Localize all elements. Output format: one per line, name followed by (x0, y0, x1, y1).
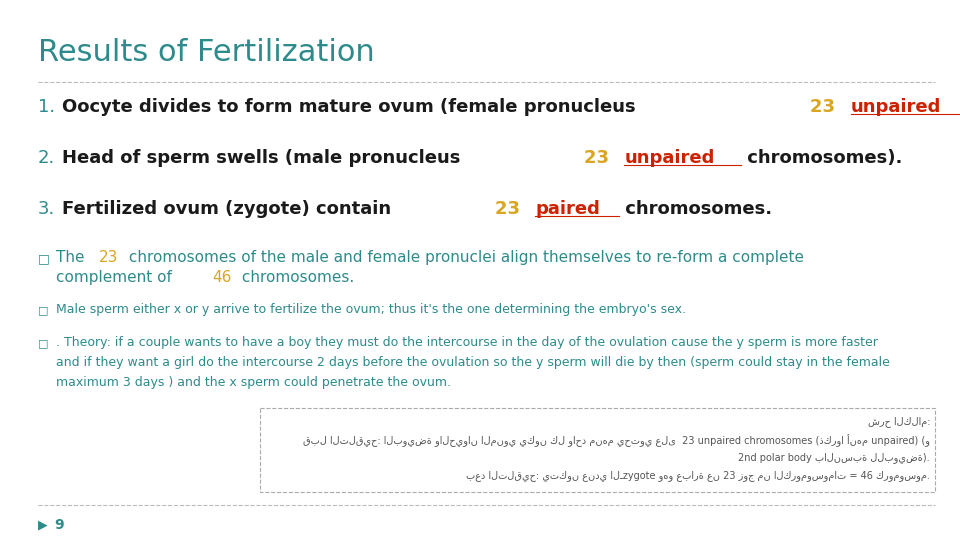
Text: and if they want a girl do the intercourse 2 days before the ovulation so the y : and if they want a girl do the intercour… (56, 356, 890, 369)
Text: chromosomes.: chromosomes. (619, 200, 772, 218)
Text: chromosomes).: chromosomes). (741, 149, 902, 167)
Text: 23: 23 (810, 98, 842, 116)
Text: 1.: 1. (38, 98, 55, 116)
Text: 46: 46 (212, 270, 231, 285)
Text: The: The (56, 250, 89, 265)
Text: Male sperm either x or y arrive to fertilize the ovum; thus it's the one determi: Male sperm either x or y arrive to ferti… (56, 303, 686, 316)
Text: قبل التلقيح: البويضة والحيوان المنوي يكون كل واحد منهم يحتوي على  23 unpaired ch: قبل التلقيح: البويضة والحيوان المنوي يكو… (303, 434, 930, 447)
Text: 23: 23 (494, 200, 526, 218)
Text: □: □ (38, 305, 49, 315)
Text: 23: 23 (99, 250, 118, 265)
Text: chromosomes.: chromosomes. (237, 270, 354, 285)
Text: Oocyte divides to form mature ovum (female pronucleus: Oocyte divides to form mature ovum (fema… (62, 98, 642, 116)
Text: Results of Fertilization: Results of Fertilization (38, 38, 374, 67)
Text: 2nd polar body بالنسبة للبويضة).: 2nd polar body بالنسبة للبويضة). (738, 452, 930, 463)
Text: maximum 3 days ) and the x sperm could penetrate the ovum.: maximum 3 days ) and the x sperm could p… (56, 376, 451, 389)
Text: unpaired: unpaired (851, 98, 941, 116)
Text: 23: 23 (584, 149, 615, 167)
Text: Head of sperm swells (male pronucleus: Head of sperm swells (male pronucleus (62, 149, 467, 167)
Text: chromosomes of the male and female pronuclei align themselves to re-form a compl: chromosomes of the male and female pronu… (124, 250, 804, 265)
Text: 3.: 3. (38, 200, 56, 218)
Text: □: □ (38, 252, 50, 265)
Bar (260, 408, 935, 492)
Text: . Theory: if a couple wants to have a boy they must do the intercourse in the da: . Theory: if a couple wants to have a bo… (56, 336, 877, 349)
Text: complement of: complement of (56, 270, 177, 285)
Text: □: □ (38, 338, 49, 348)
Text: paired: paired (535, 200, 600, 218)
Text: شرح الكلام:: شرح الكلام: (868, 416, 930, 427)
Text: بعد التلقيح: يتكون عندي الـzygote وهو عبارة عن 23 زوج من الكروموسومات = 46 كرومو: بعد التلقيح: يتكون عندي الـzygote وهو عب… (467, 470, 930, 481)
Text: Fertilized ovum (zygote) contain: Fertilized ovum (zygote) contain (62, 200, 397, 218)
Text: ▶: ▶ (38, 518, 48, 531)
Text: 9: 9 (54, 518, 63, 532)
Text: unpaired: unpaired (624, 149, 715, 167)
Text: 2.: 2. (38, 149, 56, 167)
